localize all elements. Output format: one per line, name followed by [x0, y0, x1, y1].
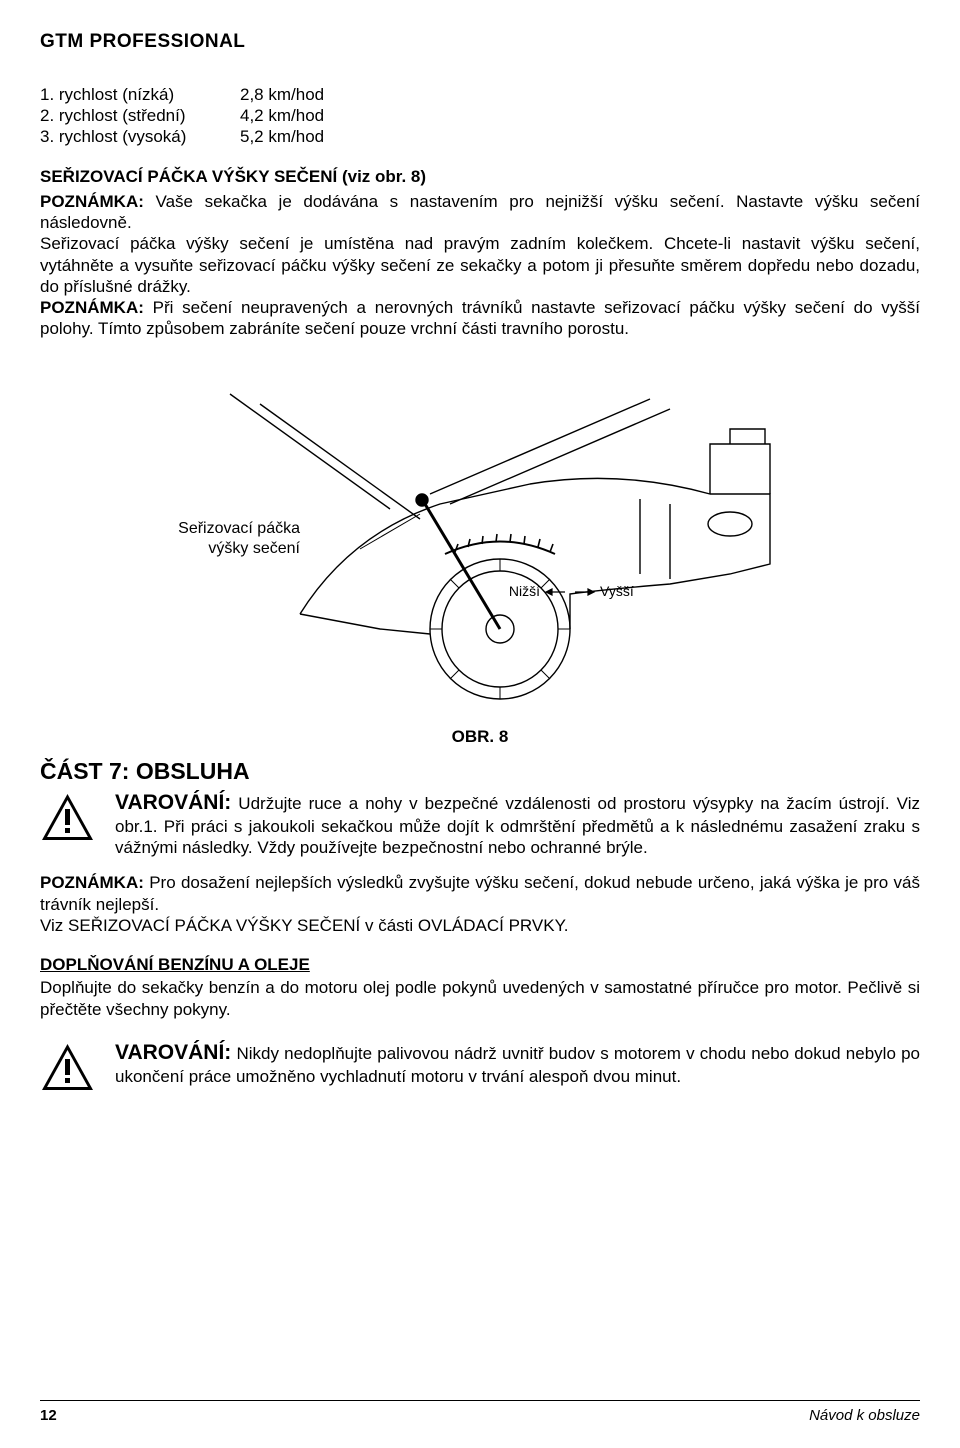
speed-value: 4,2 km/hod: [240, 105, 324, 126]
warning-icon: [40, 792, 95, 847]
para-fuel: Doplňujte do sekačky benzín a do motoru …: [40, 977, 920, 1020]
lever-label-line1: Seřizovací páčka: [150, 519, 300, 539]
footer-text: Návod k obsluze: [809, 1407, 920, 1426]
speed-row: 3. rychlost (vysoká) 5,2 km/hod: [40, 126, 920, 147]
warning-1-text: VAROVÁNÍ: Udržujte ruce a nohy v bezpečn…: [115, 790, 920, 859]
note3: POZNÁMKA: Pro dosažení nejlepších výsled…: [40, 872, 920, 915]
section-7-title: ČÁST 7: OBSLUHA: [40, 757, 920, 786]
warning-2-label: VAROVÁNÍ:: [115, 1041, 231, 1064]
note1-label: POZNÁMKA:: [40, 192, 144, 211]
heading-lever: SEŘIZOVACÍ PÁČKA VÝŠKY SEČENÍ (viz obr. …: [40, 166, 920, 187]
lever-label-line2: výšky sečení: [150, 539, 300, 559]
warning-2-body: Nikdy nedoplňujte palivovou nádrž uvnitř…: [115, 1044, 920, 1086]
note3-body: Pro dosažení nejlepších výsledků zvyšujt…: [40, 873, 920, 913]
speed-label: 3. rychlost (vysoká): [40, 126, 240, 147]
lever-label: Seřizovací páčka výšky sečení: [150, 519, 300, 559]
ref-line: Viz SEŘIZOVACÍ PÁČKA VÝŠKY SEČENÍ v část…: [40, 915, 920, 936]
note1-body: Vaše sekačka je dodávána s nastavením pr…: [40, 192, 920, 232]
note1: POZNÁMKA: Vaše sekačka je dodávána s nas…: [40, 191, 920, 234]
subheading-fuel: DOPLŇOVÁNÍ BENZÍNU A OLEJE: [40, 954, 920, 975]
warning-2-text: VAROVÁNÍ: Nikdy nedoplňujte palivovou ná…: [115, 1040, 920, 1088]
note2-body: Při sečení neupravených a nerovných tráv…: [40, 298, 920, 338]
warning-1: VAROVÁNÍ: Udržujte ruce a nohy v bezpečn…: [40, 790, 920, 859]
page-footer: 12 Návod k obsluze: [40, 1400, 920, 1426]
para1: Seřizovací páčka výšky sečení je umístěn…: [40, 233, 920, 297]
speed-row: 1. rychlost (nízká) 2,8 km/hod: [40, 84, 920, 105]
note2: POZNÁMKA: Při sečení neupravených a nero…: [40, 297, 920, 340]
warning-1-body: Udržujte ruce a nohy v bezpečné vzdáleno…: [115, 794, 920, 858]
note3-label: POZNÁMKA:: [40, 873, 144, 892]
speed-label: 1. rychlost (nízká): [40, 84, 240, 105]
brand-title: GTM PROFESSIONAL: [40, 30, 920, 54]
figure-caption: OBR. 8: [40, 726, 920, 747]
speed-value: 2,8 km/hod: [240, 84, 324, 105]
warning-2: VAROVÁNÍ: Nikdy nedoplňujte palivovou ná…: [40, 1040, 920, 1097]
speed-row: 2. rychlost (střední) 4,2 km/hod: [40, 105, 920, 126]
page-number: 12: [40, 1407, 57, 1426]
warning-icon: [40, 1042, 95, 1097]
warning-1-label: VAROVÁNÍ:: [115, 791, 231, 814]
arrow-low-label: Nižší: [509, 583, 540, 599]
arrow-high-label: Vyšší: [600, 583, 634, 599]
speed-label: 2. rychlost (střední): [40, 105, 240, 126]
speed-table: 1. rychlost (nízká) 2,8 km/hod 2. rychlo…: [40, 84, 920, 148]
speed-value: 5,2 km/hod: [240, 126, 324, 147]
figure-8: Seřizovací páčka výšky sečení: [40, 374, 920, 747]
note2-label: POZNÁMKA:: [40, 298, 144, 317]
